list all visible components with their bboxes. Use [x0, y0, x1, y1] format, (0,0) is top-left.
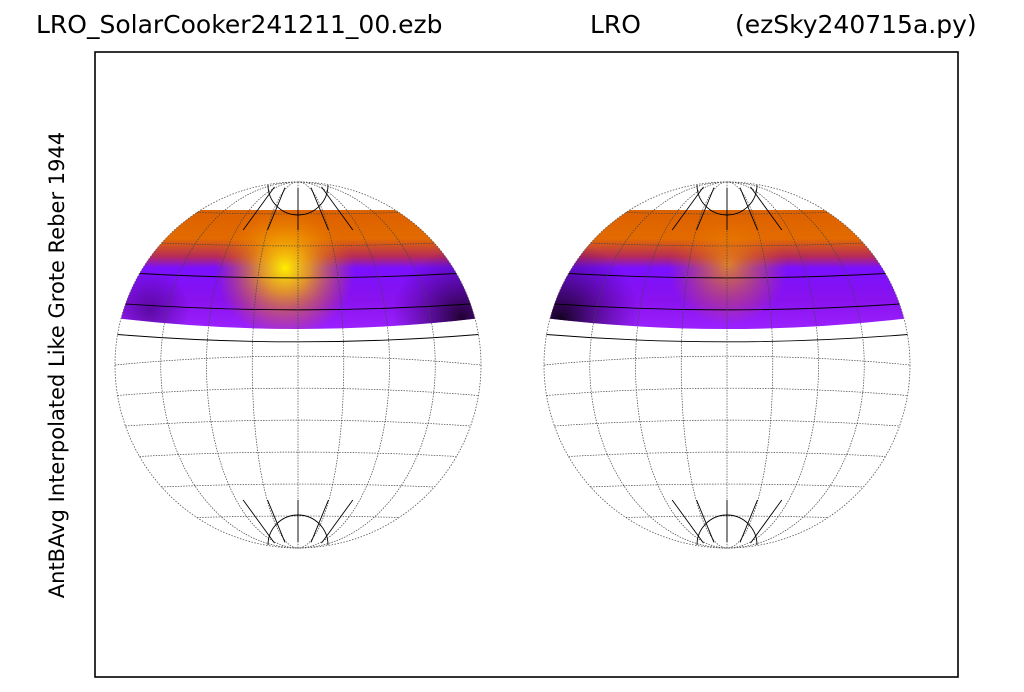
parallel-line	[546, 387, 908, 396]
north-spoke	[739, 187, 758, 231]
north-spoke	[750, 186, 783, 231]
meridian-line	[726, 181, 865, 549]
parallel-line	[139, 451, 457, 457]
meridian-line	[297, 181, 390, 549]
north-spoke	[242, 186, 275, 231]
south-spoke	[739, 499, 758, 543]
meridian-line	[206, 181, 299, 549]
parallel-line	[546, 334, 908, 343]
meridian-line	[589, 181, 728, 549]
parallel-line	[543, 355, 911, 366]
south-spoke	[267, 499, 286, 543]
parallel-line	[117, 387, 479, 396]
parallel-line	[161, 242, 435, 247]
parallel-line	[125, 419, 471, 427]
parallel-line	[554, 419, 900, 427]
south-spoke	[671, 499, 704, 544]
title-filename: LRO_SolarCooker241211_00.ezb	[36, 10, 443, 39]
meridian-line	[726, 181, 819, 549]
parallel-line	[114, 355, 482, 366]
right-grid	[543, 181, 911, 549]
plot-frame	[94, 51, 959, 678]
parallel-line	[590, 242, 864, 247]
north-spoke	[671, 186, 704, 231]
left-grid	[114, 181, 482, 549]
north-spoke	[696, 187, 715, 231]
meridian-line	[635, 181, 728, 549]
south-spoke	[750, 499, 783, 544]
south-spoke	[696, 499, 715, 543]
parallel-line	[568, 451, 886, 457]
title-script: (ezSky240715a.py)	[735, 10, 977, 39]
parallel-line	[117, 334, 479, 343]
parallel-line	[590, 483, 864, 488]
meridian-line	[297, 181, 436, 549]
north-spoke	[267, 187, 286, 231]
north-spoke	[310, 187, 329, 231]
south-spoke	[242, 499, 275, 544]
meridian-line	[160, 181, 299, 549]
south-spoke	[310, 499, 329, 543]
south-spoke	[321, 499, 354, 544]
title-observatory: LRO	[590, 10, 641, 39]
parallel-line	[161, 483, 435, 488]
north-spoke	[321, 186, 354, 231]
left-hemisphere	[114, 181, 482, 549]
